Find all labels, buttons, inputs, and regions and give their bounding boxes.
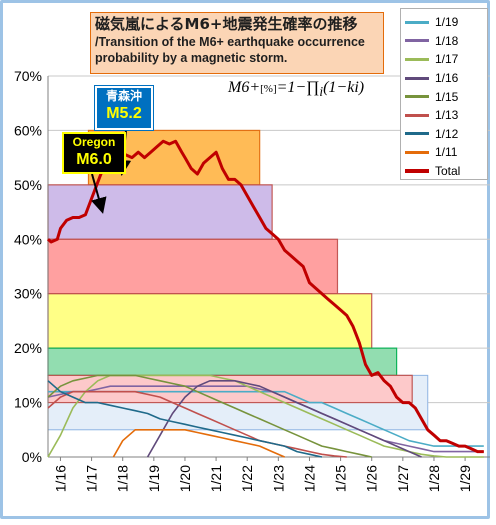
x-tick-label: 1/22: [239, 465, 255, 492]
y-tick-label: 50%: [14, 177, 42, 193]
probability-band: [47, 293, 373, 349]
legend-swatch: [405, 20, 429, 24]
legend-item: Total: [405, 162, 483, 181]
annotation-oregon-mag: M6.0: [76, 151, 112, 168]
x-tick-label: 1/28: [426, 465, 442, 492]
legend-label: 1/12: [435, 126, 459, 141]
x-tick-label: 1/19: [146, 465, 162, 492]
x-tick-label: 1/23: [270, 465, 286, 492]
x-tick-label: 1/20: [177, 465, 193, 492]
x-tick-label: 1/27: [395, 465, 411, 492]
probability-band: [47, 238, 339, 295]
x-tick-label: 1/18: [115, 465, 131, 492]
chart-title-jp: 磁気嵐によるM6+地震発生確率の推移: [95, 15, 358, 33]
legend-label: 1/16: [435, 71, 459, 86]
legend-item: 1/11: [405, 143, 483, 162]
legend-label: 1/11: [435, 145, 458, 160]
formula-lhs: M6+: [228, 79, 261, 96]
series-line: [47, 390, 347, 458]
x-tick-label: 1/21: [208, 465, 224, 492]
legend-swatch: [405, 150, 429, 154]
y-tick-label: 40%: [14, 231, 42, 247]
chart-title-box: 磁気嵐によるM6+地震発生確率の推移 /Transition of the M6…: [90, 12, 384, 74]
x-tick-label: 1/29: [457, 465, 473, 492]
y-tick-label: 70%: [14, 68, 42, 84]
legend-label: 1/17: [435, 52, 459, 67]
legend-swatch: [405, 57, 429, 61]
series-line: [47, 385, 484, 453]
series-line: [112, 428, 285, 458]
series-line: [47, 380, 323, 458]
chart-title-en: /Transition of the M6+ earthquake occurr…: [95, 35, 365, 65]
legend-swatch: [405, 113, 429, 117]
annotation-oregon: Oregon M6.0: [62, 132, 126, 174]
probability-formula: M6+[%]=1−∏i(1−ki): [228, 79, 364, 100]
legend-item: 1/15: [405, 87, 483, 106]
annotation-oregon-place: Oregon: [72, 135, 116, 149]
legend-item: 1/18: [405, 32, 483, 51]
x-tick-label: 1/24: [301, 465, 317, 492]
chart-legend: 1/19 1/18 1/17 1/16 1/15 1/13 1/12 1/11 …: [400, 8, 488, 180]
legend-item: 1/19: [405, 13, 483, 32]
legend-label: 1/13: [435, 108, 459, 123]
legend-label: 1/15: [435, 89, 459, 104]
legend-item: 1/16: [405, 69, 483, 88]
y-tick-label: 10%: [14, 395, 42, 411]
legend-swatch: [405, 76, 429, 80]
y-tick-label: 60%: [14, 122, 42, 138]
y-tick-label: 0%: [22, 449, 42, 465]
x-tick-label: 1/16: [52, 465, 68, 492]
legend-item: 1/17: [405, 50, 483, 69]
formula-sub: i: [319, 84, 324, 100]
y-tick-label: 20%: [14, 340, 42, 356]
annotation-arrow: [91, 173, 107, 214]
y-tick-label: 30%: [14, 286, 42, 302]
probability-band: [47, 184, 273, 240]
annotation-aomori: 青森沖 M5.2: [94, 85, 154, 131]
legend-label: 1/19: [435, 15, 459, 30]
formula-tail: (1−ki): [323, 79, 365, 96]
legend-swatch: [405, 95, 429, 99]
formula-unit: [%]: [260, 83, 277, 95]
formula-rhs: =1−∏: [276, 79, 320, 96]
probability-band: [47, 347, 398, 376]
series-line: [47, 374, 372, 458]
legend-swatch: [405, 39, 429, 43]
legend-item: 1/13: [405, 106, 483, 125]
legend-label: 1/18: [435, 33, 459, 48]
legend-swatch: [405, 169, 429, 174]
legend-item: 1/12: [405, 125, 483, 144]
annotation-aomori-place: 青森沖: [105, 89, 142, 103]
x-tick-label: 1/26: [364, 465, 380, 492]
x-tick-label: 1/25: [333, 465, 349, 492]
legend-swatch: [405, 132, 429, 136]
annotation-aomori-mag: M5.2: [106, 105, 142, 122]
x-tick-label: 1/17: [84, 465, 100, 492]
legend-label: Total: [435, 164, 461, 179]
